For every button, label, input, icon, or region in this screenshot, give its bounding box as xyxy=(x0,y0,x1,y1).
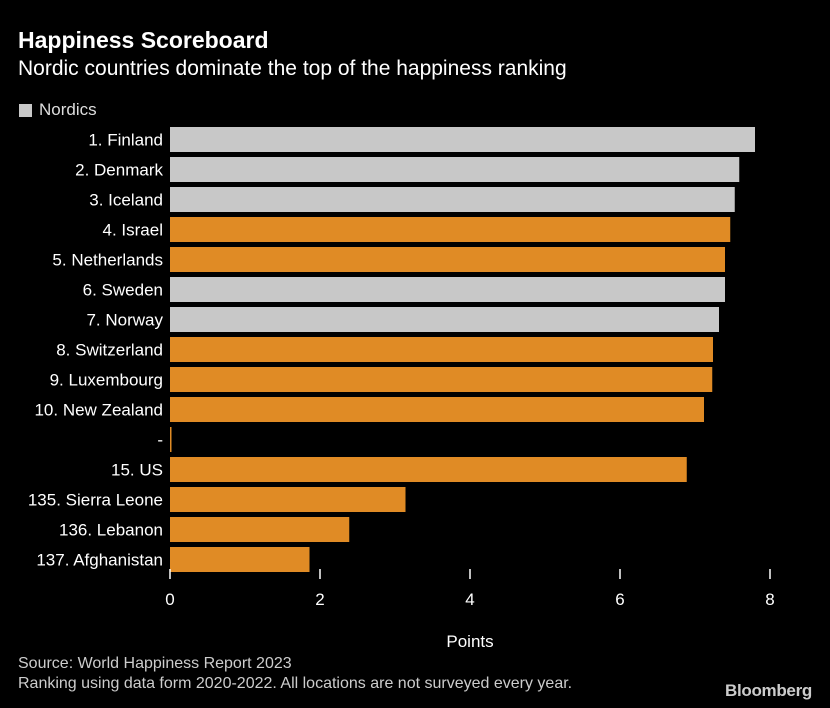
bar-12 xyxy=(170,487,406,512)
bar-2 xyxy=(170,187,735,212)
bar-10 xyxy=(170,427,172,452)
category-label-9: 10. New Zealand xyxy=(34,401,163,420)
legend-swatch-nordics xyxy=(19,103,32,117)
category-label-13: 136. Lebanon xyxy=(59,521,163,540)
category-label-7: 8. Switzerland xyxy=(56,341,163,360)
bar-11 xyxy=(170,457,687,482)
bar-1 xyxy=(170,157,740,182)
bar-5 xyxy=(170,277,725,302)
chart-subtitle: Nordic countries dominate the top of the… xyxy=(18,57,567,80)
category-label-0: 1. Finland xyxy=(88,131,163,150)
chart-source: Source: World Happiness Report 2023 Rank… xyxy=(18,654,572,694)
chart-legend: Nordics xyxy=(19,99,97,121)
category-label-6: 7. Norway xyxy=(86,311,163,330)
bar-9 xyxy=(170,397,704,422)
bar-chart: 1. Finland 2. Denmark 3. Iceland 4. Israel 5… xyxy=(28,127,775,650)
x-axis-label: Points xyxy=(446,632,493,650)
legend-label-nordics: Nordics xyxy=(39,100,97,119)
bar-4 xyxy=(170,247,725,272)
bloomberg-logo: Bloomberg xyxy=(724,681,812,700)
bar-6 xyxy=(170,307,719,332)
source-line: Source: World Happiness Report 2023 xyxy=(18,655,292,672)
bar-13 xyxy=(170,517,350,542)
bar-8 xyxy=(170,367,713,392)
category-label-1: 2. Denmark xyxy=(75,161,163,180)
chart-title: Happiness Scoreboard xyxy=(18,27,269,53)
category-label-3: 4. Israel xyxy=(103,221,163,240)
bar-3 xyxy=(170,217,731,242)
category-label-2: 3. Iceland xyxy=(89,191,163,210)
note-line: Ranking using data form 2020-2022. All l… xyxy=(18,675,573,692)
x-tick-label-3: 6 xyxy=(615,590,624,609)
category-label-12: 135. Sierra Leone xyxy=(28,491,163,510)
x-tick-label-2: 4 xyxy=(465,590,474,609)
category-label-5: 6. Sweden xyxy=(83,281,163,300)
category-label-8: 9. Luxembourg xyxy=(50,371,163,390)
category-label-14: 137. Afghanistan xyxy=(36,551,163,570)
x-tick-label-0: 0 xyxy=(165,590,174,609)
x-tick-label-1: 2 xyxy=(315,590,324,609)
category-label-11: 15. US xyxy=(111,461,163,480)
x-tick-label-4: 8 xyxy=(765,590,774,609)
bar-0 xyxy=(170,127,755,152)
category-label-10: - xyxy=(157,431,163,450)
category-label-4: 5. Netherlands xyxy=(52,251,163,270)
bar-7 xyxy=(170,337,713,362)
bar-14 xyxy=(170,547,310,572)
